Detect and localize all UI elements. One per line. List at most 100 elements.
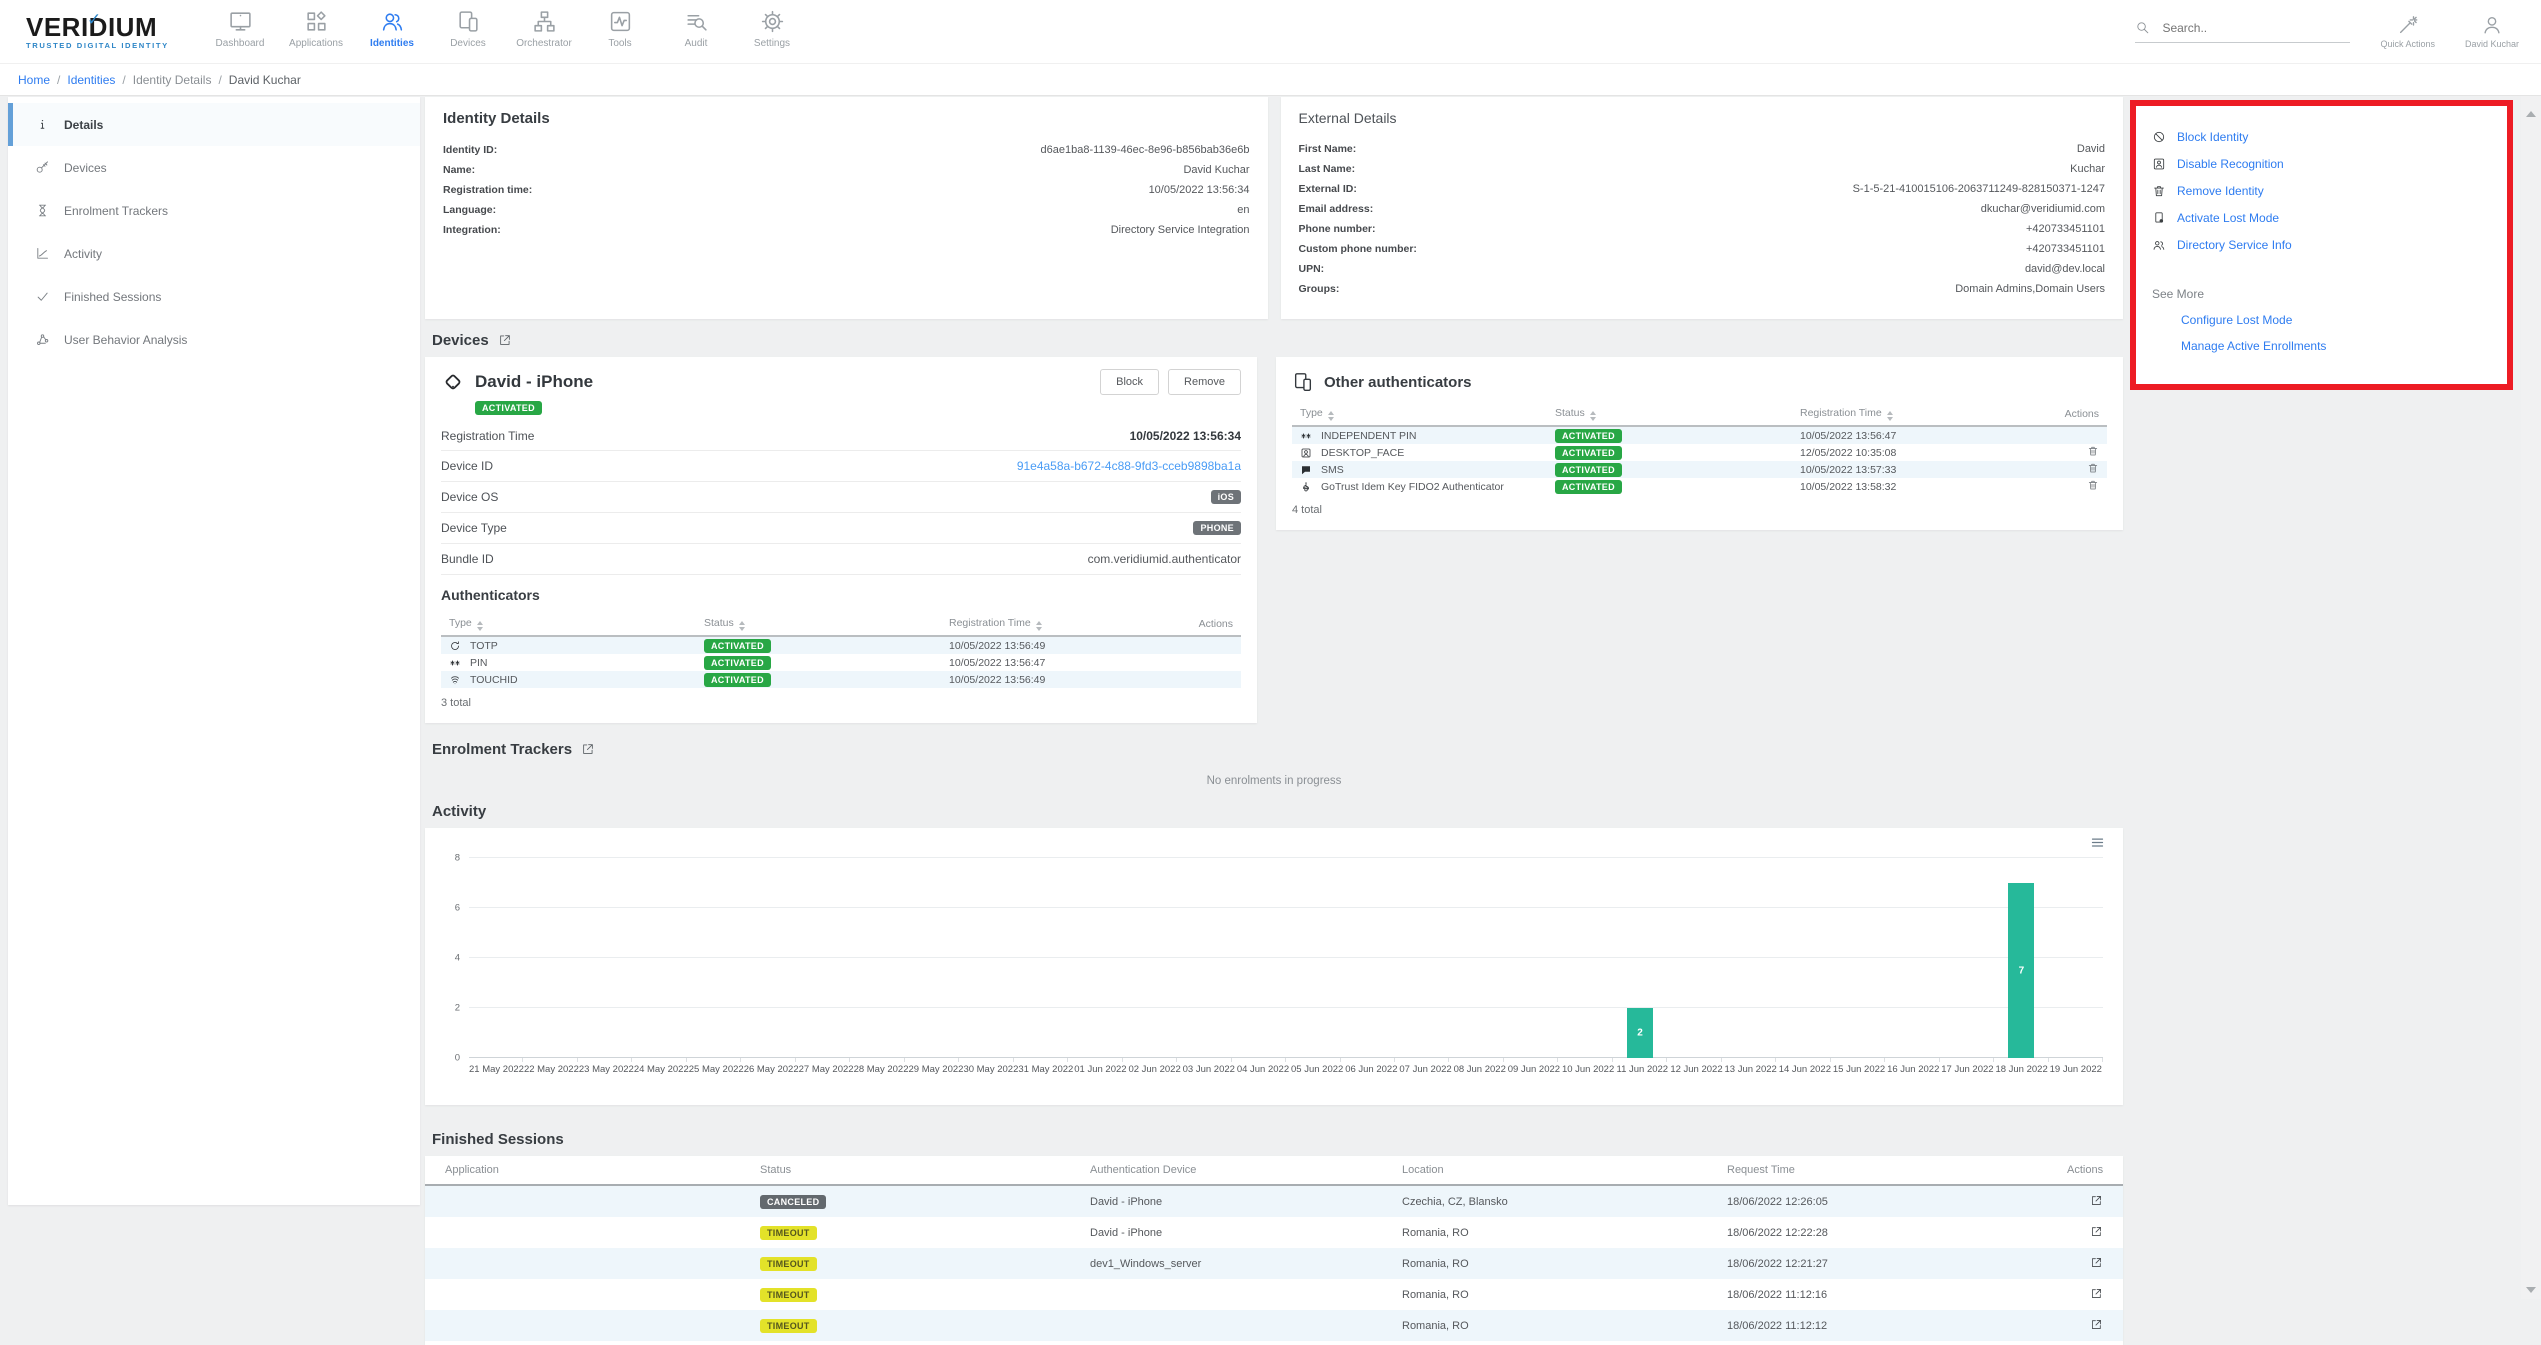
sidebar-item-activity[interactable]: Activity [8,232,420,275]
x-axis-tick-label: 13 Jun 2022 [1724,1064,1777,1075]
activity-chart-xlabels: 21 May 2022 22 May 2022 23 May 2022 24 May … [469,1064,2103,1075]
open-icon[interactable] [2090,1318,2103,1331]
external-details-title: External Details [1298,110,1397,126]
expand-icon[interactable] [498,333,512,347]
block-identity-link[interactable]: Block Identity [2152,123,2491,150]
remove-device-button[interactable]: Remove [1168,369,1241,395]
face-icon [1300,447,1312,459]
nav-item-tools[interactable]: Tools [582,0,658,63]
chart-gridline [469,857,2103,858]
scrollbar-up-icon[interactable] [2526,111,2536,117]
column-header-type[interactable]: Type [449,617,704,631]
column-header-status[interactable]: Status [1555,407,1800,421]
sidebar-item-devices[interactable]: Devices [8,146,420,189]
status-badge: ACTIVATED [704,672,771,687]
block-device-button[interactable]: Block [1100,369,1160,395]
nav-item-settings[interactable]: Settings [734,0,810,63]
sidebar-item-user-behavior-analysis[interactable]: User Behavior Analysis [8,318,420,361]
session-actions-cell [2090,1194,2103,1210]
column-header-registration-time[interactable]: Registration Time [1800,407,2047,421]
chart-bar-slot [1177,858,1233,1062]
directory-service-info-link[interactable]: Directory Service Info [2152,231,2491,258]
x-axis-tick-label: 04 Jun 2022 [1236,1064,1290,1075]
column-header-status[interactable]: Status [704,617,949,631]
authenticator-row: INDEPENDENT PIN ACTIVATED 10/05/2022 13:56… [1292,427,2107,444]
activate-lost-mode-link[interactable]: Activate Lost Mode [2152,204,2491,231]
breadcrumb-identities[interactable]: Identities [67,72,116,87]
open-icon[interactable] [2090,1225,2103,1238]
authenticator-type-cell: SMS [1300,464,1555,476]
trash-icon[interactable] [2087,445,2099,457]
authenticators-table: Type Status Registration Time Actions TOTP AC… [441,613,1241,688]
configure-lost-mode-link[interactable]: Configure Lost Mode [2181,313,2293,327]
authenticator-registration-time: 12/05/2022 10:35:08 [1800,446,1897,459]
remove-identity-link[interactable]: Remove Identity [2152,177,2491,204]
device-name: David - iPhone [475,372,594,391]
device-field-row: Device Type PHONE [441,513,1241,544]
x-axis-tick-label: 10 Jun 2022 [1561,1064,1615,1075]
user-menu[interactable]: David Kuchar [2465,14,2519,49]
authenticator-actions-cell [2087,445,2099,460]
touchid-icon [449,674,461,686]
field-value: S-1-5-21-410015106-2063711249-828150371-… [1852,183,2105,195]
authenticator-actions-cell [2087,479,2099,494]
sort-icon [738,621,745,631]
devices-section-title: Devices [432,331,489,349]
x-axis-tick-label: 03 Jun 2022 [1182,1064,1235,1075]
quick-actions-button[interactable]: Quick Actions [2380,14,2435,49]
breadcrumb-david-kuchar: David Kuchar [228,72,301,87]
search-input[interactable] [2162,20,2333,35]
trash-icon[interactable] [2087,479,2099,491]
open-icon[interactable] [2090,1194,2103,1207]
manage-active-enrollments-link[interactable]: Manage Active Enrollments [2181,339,2327,353]
field-value: David [2076,143,2105,155]
column-header-registration-time[interactable]: Registration Time [949,617,1181,631]
sidebar-item-finished-sessions[interactable]: Finished Sessions [8,275,420,318]
x-axis-tick-label: 24 May 2022 [633,1064,689,1075]
open-icon[interactable] [2090,1287,2103,1300]
breadcrumb-separator: / [218,72,222,87]
column-header-actions: Actions [1198,618,1233,630]
authenticator-type-label: TOTP [470,639,498,652]
identities-icon [380,9,405,34]
column-header-authentication-device: Authentication Device [1090,1164,1197,1176]
nav-item-identities[interactable]: Identities [354,0,430,63]
nav-item-applications[interactable]: Applications [278,0,354,63]
page-scrollbar[interactable] [2521,95,2541,1299]
chart-bar-slot [2049,858,2104,1062]
field-label: Integration: [443,224,501,236]
chart-bar-slot [1722,858,1777,1062]
search-icon[interactable] [2135,20,2150,35]
device-id-link[interactable]: 91e4a58a-b672-4c88-9fd3-cceb9898ba1a [1016,459,1241,473]
field-value: +420733451101 [2025,223,2105,235]
field-value: Domain Admins,Domain Users [1955,283,2105,295]
chart-bar-slot [905,858,960,1062]
nav-item-audit[interactable]: Audit [658,0,734,63]
column-header-type[interactable]: Type [1300,407,1555,421]
field-value: dkuchar@veridiumid.com [1980,203,2105,215]
sort-up-icon [1589,411,1596,415]
trash-icon[interactable] [2087,462,2099,474]
open-icon[interactable] [2090,1256,2103,1269]
status-badge: ACTIVATED [1555,445,1622,460]
session-device: David - iPhone [1090,1195,1163,1208]
nav-item-dashboard[interactable]: Dashboard [202,0,278,63]
sidebar-item-details[interactable]: Details [8,103,420,146]
nav-item-orchestrator[interactable]: Orchestrator [506,0,582,63]
sidebar-item-enrolment-trackers[interactable]: Enrolment Trackers [8,189,420,232]
authenticator-row: TOUCHID ACTIVATED 10/05/2022 13:56:49 [441,671,1241,688]
veridium-logo[interactable]: VERIDIUM ✓ TRUSTED DIGITAL IDENTITY [26,10,198,50]
table-header-row: Type Status Registration Time Actions [441,613,1241,637]
disable-recognition-link[interactable]: Disable Recognition [2152,150,2491,177]
nav-item-label: Settings [753,38,791,49]
field-label: Identity ID: [443,144,498,156]
user-icon [2481,14,2503,36]
breadcrumb-home[interactable]: Home [18,72,51,87]
authenticator-row: PIN ACTIVATED 10/05/2022 13:56:47 [441,654,1241,671]
chart-menu-icon[interactable] [2089,835,2106,850]
scrollbar-down-icon[interactable] [2526,1287,2536,1293]
x-axis-tick-label: 09 Jun 2022 [1507,1064,1561,1075]
device-status-row: ACTIVATED [475,398,1241,416]
expand-icon[interactable] [581,742,595,756]
nav-item-devices[interactable]: Devices [430,0,506,63]
